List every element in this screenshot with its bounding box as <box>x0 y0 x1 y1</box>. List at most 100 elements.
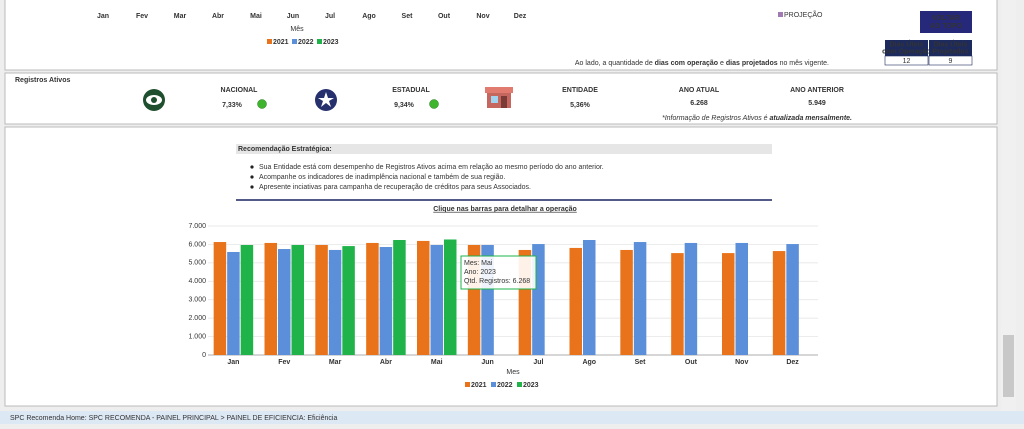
recommendation-item: Acompanhe os indicadores de inadimplênci… <box>259 174 505 181</box>
bar[interactable] <box>772 251 786 355</box>
bar[interactable] <box>291 244 305 355</box>
table-header-cell <box>929 40 972 56</box>
top-month: Dez <box>514 13 527 20</box>
top-month: Ago <box>362 13 376 20</box>
table-value: 9 <box>949 58 953 65</box>
x-tick-label: Ago <box>582 359 596 366</box>
table-header: Dias Úteis <box>934 39 968 48</box>
bar[interactable] <box>366 242 379 355</box>
recommendation-item: Apresente inciativas para campanha de re… <box>259 184 531 191</box>
x-tick-label: Out <box>685 359 698 366</box>
detail-link[interactable]: Clique nas barras para detalhar a operaç… <box>433 206 577 213</box>
note-part: atualizada mensalmente. <box>770 115 853 122</box>
estadual-star <box>318 92 334 107</box>
y-tick-label: 4.000 <box>188 278 206 285</box>
indicator-value: 7,33% <box>222 102 243 109</box>
bar[interactable] <box>569 247 583 355</box>
top-month: Mai <box>250 13 262 20</box>
bar[interactable] <box>633 242 647 355</box>
legend-label: 2023 <box>523 382 539 389</box>
bar[interactable] <box>227 251 240 355</box>
bar[interactable] <box>444 239 457 355</box>
recommendation-header <box>236 144 772 154</box>
x-tick-label: Fev <box>278 359 290 366</box>
bar[interactable] <box>393 240 406 355</box>
bar[interactable] <box>430 244 444 355</box>
bar[interactable] <box>620 249 633 355</box>
legend-label: 2022 <box>298 39 314 46</box>
bar[interactable] <box>240 244 254 355</box>
registros-note: *Informação de Registros Ativos é atuali… <box>662 115 852 122</box>
bar[interactable] <box>735 242 749 355</box>
note-part: Ao lado, a quantidade de <box>575 60 655 67</box>
y-tick-label: 6.000 <box>188 241 206 248</box>
note-part: no mês vigente. <box>778 60 829 67</box>
bar[interactable] <box>786 244 799 355</box>
top-month: Nov <box>476 13 489 20</box>
status-dot <box>257 99 267 109</box>
scrollbar[interactable] <box>1001 0 1016 411</box>
breadcrumb[interactable]: SPC Recomenda Home: SPC RECOMENDA - PAIN… <box>10 415 337 422</box>
store-icon <box>485 87 513 108</box>
recommendation-title: Recomendação Estratégica: <box>238 146 332 153</box>
top-note: Ao lado, a quantidade de dias com operaç… <box>575 60 829 67</box>
indicator-label: NACIONAL <box>221 87 259 94</box>
x-tick-label: Dez <box>786 359 799 366</box>
top-month: Jul <box>325 13 335 20</box>
y-tick-label: 2.000 <box>188 315 206 322</box>
tooltip <box>460 255 537 290</box>
x-tick-label: Jul <box>533 359 543 366</box>
table-header: com Operação <box>882 48 931 55</box>
top-x-label: Mês <box>290 26 304 33</box>
legend-swatch <box>292 39 297 44</box>
legend-swatch <box>517 382 522 387</box>
bar[interactable] <box>417 240 430 355</box>
bar[interactable] <box>315 244 328 355</box>
bar[interactable] <box>684 242 698 355</box>
bar[interactable] <box>278 249 291 355</box>
bar[interactable] <box>213 242 227 355</box>
table-header: Dias Úteis <box>890 39 924 48</box>
indicator-value: 5,36% <box>570 102 591 109</box>
bar[interactable] <box>328 249 342 355</box>
legend-label: 2021 <box>471 382 487 389</box>
legend-label: 2022 <box>497 382 513 389</box>
top-month: Set <box>402 13 414 20</box>
button-label[interactable]: AO TOPO <box>930 23 963 30</box>
scroll-thumb[interactable] <box>1003 335 1014 397</box>
bar[interactable] <box>264 242 278 355</box>
tooltip-line: Qtd. Registros: 6.268 <box>464 278 530 285</box>
table-cell <box>884 55 929 66</box>
indicator-label: ANO ANTERIOR <box>790 87 844 94</box>
indicator-label: ANO ATUAL <box>679 87 720 94</box>
recommendation-item: Sua Entidade está com desempenho de Regi… <box>259 164 604 171</box>
note-part: e <box>718 60 726 67</box>
legend-swatch <box>491 382 496 387</box>
bar[interactable] <box>342 246 355 355</box>
table-cell <box>928 55 973 66</box>
bar[interactable] <box>671 253 684 355</box>
bullet <box>250 175 254 179</box>
footer-bar <box>0 411 1024 424</box>
x-tick-label: Mar <box>329 359 342 366</box>
bar[interactable] <box>722 253 735 355</box>
back-to-top-button[interactable] <box>920 11 972 33</box>
legend-label: 2023 <box>323 39 339 46</box>
nacional-icon-center <box>151 97 157 103</box>
table-header: Projetados <box>932 48 968 55</box>
bar[interactable] <box>379 247 393 355</box>
y-tick-label: 0 <box>202 352 206 359</box>
registros-title: Registros Ativos <box>15 77 70 84</box>
x-tick-label: Set <box>635 359 647 366</box>
indicator-value: 5.949 <box>808 100 826 107</box>
table-header-cell <box>885 40 928 56</box>
bar[interactable] <box>583 240 596 355</box>
top-month: Abr <box>212 13 224 20</box>
note-part: *Informação de Registros Ativos é <box>662 115 770 122</box>
top-month: Jan <box>97 13 109 20</box>
y-tick-label: 3.000 <box>188 297 206 304</box>
projection-label: PROJEÇÃO <box>784 10 823 19</box>
indicator-value: 6.268 <box>690 100 708 107</box>
button-label[interactable]: VOLTAR <box>932 15 960 22</box>
